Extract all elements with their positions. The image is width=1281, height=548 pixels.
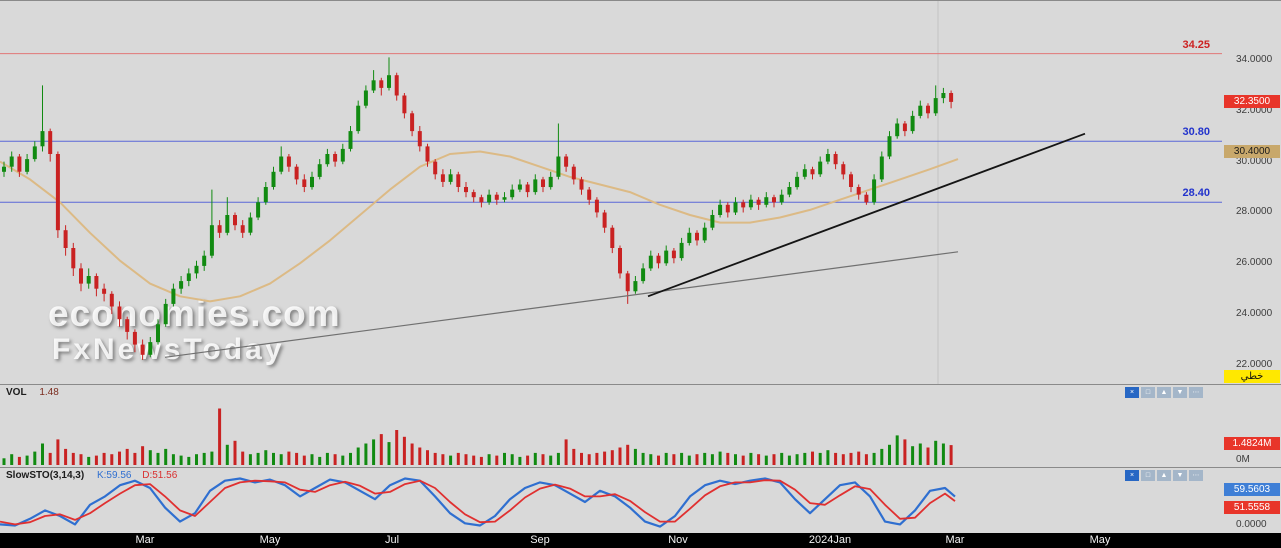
watermark-brand: economies.com xyxy=(48,293,341,334)
volume-zero-label: 0M xyxy=(1236,454,1250,465)
volume-pane[interactable]: VOL 1.48 × □ ▲ ▼ ⋯ xyxy=(0,384,1281,467)
time-axis-label: Mar xyxy=(135,534,155,546)
last-price-badge: 32.3500 xyxy=(1224,95,1280,109)
price-tick-label: 22.0000 xyxy=(1236,358,1273,370)
price-chart-pane[interactable]: economies.com FxNewsToday 34.25 30.80 28.4… xyxy=(0,1,1222,384)
stochastic-header: SlowSTO(3,14,3) K:59.56 D:51.56 xyxy=(6,470,177,481)
time-axis-label: Sep xyxy=(530,534,550,546)
price-tick-label: 32.0000 xyxy=(1236,104,1273,116)
time-axis-label: Mar xyxy=(945,534,965,546)
time-axis[interactable]: Mar May Jul Sep Nov 2024Jan Mar May xyxy=(0,533,1281,548)
sto-d-badge: 51.5558 xyxy=(1224,501,1280,515)
watermark-sub: FxNewsToday xyxy=(52,332,285,366)
stochastic-pane[interactable]: SlowSTO(3,14,3) K:59.56 D:51.56 × □ ▲ ▼ ⋯ xyxy=(0,467,1281,533)
volume-canvas[interactable] xyxy=(0,385,1222,468)
level-price-label: 34.25 xyxy=(1182,38,1210,51)
time-axis-label: 2024Jan xyxy=(808,534,852,546)
move-down-icon[interactable]: ▼ xyxy=(1173,470,1187,481)
move-up-icon[interactable]: ▲ xyxy=(1157,470,1171,481)
time-axis-label: Jul xyxy=(384,534,400,546)
volume-current-value: 1.48 xyxy=(39,387,59,398)
stochastic-title: SlowSTO(3,14,3) xyxy=(6,470,85,481)
price-tick-label: 34.0000 xyxy=(1236,53,1273,65)
popout-icon[interactable]: □ xyxy=(1141,470,1155,481)
volume-title: VOL xyxy=(6,387,27,398)
stochastic-k-value: K:59.56 xyxy=(96,470,132,481)
stochastic-pane-buttons: × □ ▲ ▼ ⋯ xyxy=(1125,470,1203,481)
stochastic-canvas[interactable] xyxy=(0,468,1222,534)
price-tick-label: 24.0000 xyxy=(1236,308,1273,320)
sto-k-badge: 59.5603 xyxy=(1224,482,1280,496)
stochastic-d-value: D:51.56 xyxy=(142,470,178,481)
move-down-icon[interactable]: ▼ xyxy=(1173,387,1187,398)
time-axis-label: May xyxy=(259,534,281,546)
move-up-icon[interactable]: ▲ xyxy=(1157,387,1171,398)
popout-icon[interactable]: □ xyxy=(1141,387,1155,398)
level-price-label: 28.40 xyxy=(1182,187,1210,200)
chart-style-badge[interactable]: خطي xyxy=(1224,370,1280,383)
price-tick-label: 26.0000 xyxy=(1236,257,1273,269)
time-axis-label: Nov xyxy=(668,534,688,546)
close-icon[interactable]: × xyxy=(1125,387,1139,398)
watermark: economies.com FxNewsToday xyxy=(48,294,341,366)
level-price-label: 30.80 xyxy=(1182,126,1210,139)
volume-value-badge: 1.4824M xyxy=(1224,437,1280,451)
volume-pane-buttons: × □ ▲ ▼ ⋯ xyxy=(1125,387,1203,398)
menu-icon[interactable]: ⋯ xyxy=(1189,470,1203,481)
price-chart-canvas[interactable] xyxy=(0,1,1222,384)
volume-header: VOL 1.48 xyxy=(6,387,59,398)
price-tick-label: 28.0000 xyxy=(1236,206,1273,218)
price-tick-label: 30.0000 xyxy=(1236,155,1273,167)
price-axis[interactable]: 34.0000 32.0000 30.0000 28.0000 26.0000 24.00… xyxy=(1222,1,1281,533)
close-icon[interactable]: × xyxy=(1125,470,1139,481)
sto-zero-label: 0.0000 xyxy=(1236,519,1267,530)
menu-icon[interactable]: ⋯ xyxy=(1189,387,1203,398)
ma-value-badge: 30.4000 xyxy=(1224,144,1280,158)
time-axis-label: May xyxy=(1089,534,1111,546)
